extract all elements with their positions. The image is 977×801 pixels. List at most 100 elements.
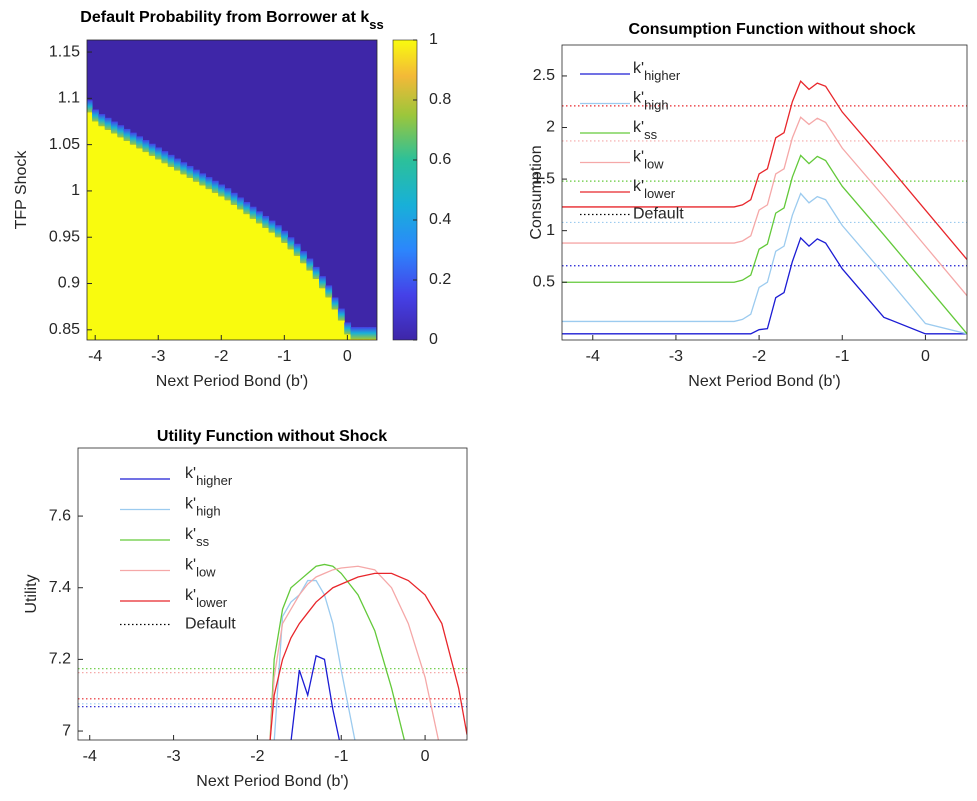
- legend-label-sub: lower: [644, 186, 676, 201]
- heatmap-edge: [255, 211, 263, 224]
- legend-label-main: k': [185, 587, 196, 604]
- y-tick-label: 0.9: [58, 275, 80, 292]
- legend-label-sub: low: [644, 156, 664, 171]
- series-line: [269, 563, 406, 740]
- y-tick-label: 0.85: [49, 321, 80, 338]
- heatmap-cell: [180, 174, 188, 340]
- heatmap-edge: [356, 327, 364, 340]
- chart-title-main: Utility Function without Shock: [157, 428, 387, 445]
- chart-title-main: Consumption Function without shock: [628, 21, 915, 38]
- x-tick-label: -2: [214, 348, 228, 365]
- heatmap-cell: [300, 263, 307, 340]
- heatmap-edge: [98, 114, 106, 127]
- y-tick-label: 1: [71, 182, 80, 199]
- legend-label: Default: [185, 616, 236, 633]
- heatmap-edge: [110, 121, 118, 134]
- heatmap-edge: [92, 109, 99, 122]
- heatmap-edge: [262, 215, 270, 228]
- plot-area: [87, 40, 377, 340]
- x-tick-label: -1: [334, 748, 348, 765]
- series-line: [269, 572, 467, 740]
- heatmap-cell: [249, 218, 257, 340]
- legend-label: Default: [633, 206, 684, 223]
- y-tick-label: 1.5: [533, 170, 555, 187]
- legend-label-main: k': [633, 90, 644, 107]
- heatmap-cell: [87, 112, 93, 340]
- colorbar-tick-label: 1: [429, 31, 438, 48]
- x-tick-label: -3: [151, 348, 165, 365]
- y-axis-label: TFP Shock: [13, 150, 30, 230]
- y-tick-label: 2: [546, 119, 555, 136]
- heatmap-cell: [110, 133, 118, 340]
- heatmap-edge: [148, 143, 156, 156]
- heatmap-edge: [268, 220, 276, 233]
- heatmap-cell: [218, 196, 225, 340]
- series-line: [562, 236, 967, 335]
- plot-area: [78, 563, 467, 740]
- series-line: [562, 192, 967, 335]
- legend-label: k'high: [185, 496, 221, 519]
- y-tick-label: 0.95: [49, 228, 80, 245]
- colorbar-tick-label: 0.2: [429, 271, 451, 288]
- heatmap-edge: [344, 322, 352, 335]
- heatmap-cell: [123, 140, 131, 340]
- heatmap-cell: [142, 152, 150, 340]
- legend-label-sub: ss: [196, 534, 210, 549]
- heatmap-cell: [205, 189, 213, 340]
- y-tick-label: 1.1: [58, 90, 80, 107]
- heatmap-cell: [363, 339, 370, 340]
- chart-title: Consumption Function without shock: [628, 21, 915, 38]
- x-axis-label: Next Period Bond (b'): [688, 373, 840, 390]
- colorbar-tick-label: 0.6: [429, 151, 451, 168]
- heatmap-edge: [192, 169, 200, 182]
- x-tick-label: -1: [277, 348, 291, 365]
- heatmap-cell: [350, 339, 358, 340]
- colorbar: [392, 39, 418, 341]
- heatmap-cell: [287, 249, 295, 340]
- legend-label-main: k': [185, 496, 196, 513]
- heatmap-cell: [337, 320, 345, 340]
- x-tick-label: -4: [83, 748, 97, 765]
- chart-title-sub: ss: [369, 17, 383, 32]
- legend-label-main: k': [185, 557, 196, 574]
- heatmap-edge: [331, 297, 339, 310]
- axes-box: [77, 447, 468, 741]
- heatmap-cell: [319, 288, 326, 340]
- heatmap-cell: [192, 181, 200, 340]
- heatmap-cell: [293, 255, 301, 340]
- heatmap-cell: [98, 126, 106, 340]
- heatmap-cell: [237, 209, 244, 340]
- legend-label: k'lower: [185, 587, 228, 610]
- y-axis-label: Consumption: [528, 145, 545, 239]
- heatmap-cell: [325, 297, 333, 340]
- heatmap-edge: [104, 117, 112, 130]
- heatmap-cell: [161, 163, 169, 340]
- heatmap-edge: [211, 180, 219, 193]
- colorbar-tick-label: 0: [429, 331, 438, 348]
- heatmap-cell: [224, 200, 232, 340]
- series-line: [562, 154, 967, 335]
- x-tick-label: -3: [166, 748, 180, 765]
- heatmap-edge: [218, 184, 225, 197]
- heatmap-edge: [186, 165, 194, 178]
- legend-label-main: k': [633, 178, 644, 195]
- heatmap-cell: [136, 148, 143, 340]
- heatmap-edge: [161, 151, 169, 164]
- x-tick-label: -1: [835, 348, 849, 365]
- x-tick-label: 0: [343, 348, 352, 365]
- heatmap-cell: [274, 237, 282, 340]
- legend-label-main: k': [633, 60, 644, 77]
- axes-box: [561, 44, 968, 341]
- x-tick-label: -2: [752, 348, 766, 365]
- y-tick-label: 7.6: [49, 507, 71, 524]
- heatmap-edge: [350, 327, 358, 340]
- legend-label-sub: high: [644, 97, 669, 112]
- heatmap-cell: [262, 227, 270, 340]
- x-tick-label: -4: [88, 348, 102, 365]
- y-tick-label: 1.15: [49, 43, 80, 60]
- series-line: [562, 116, 967, 297]
- legend-label: k'low: [185, 557, 216, 580]
- heatmap-cell: [129, 144, 137, 340]
- x-tick-label: -3: [669, 348, 683, 365]
